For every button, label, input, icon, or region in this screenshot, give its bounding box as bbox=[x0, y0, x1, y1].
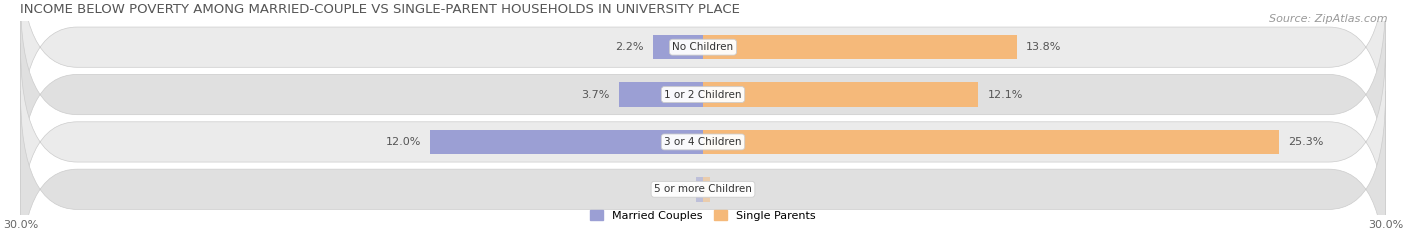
Text: 0.0%: 0.0% bbox=[664, 184, 692, 194]
FancyBboxPatch shape bbox=[21, 0, 1385, 193]
Text: INCOME BELOW POVERTY AMONG MARRIED-COUPLE VS SINGLE-PARENT HOUSEHOLDS IN UNIVERS: INCOME BELOW POVERTY AMONG MARRIED-COUPL… bbox=[21, 3, 741, 16]
Legend: Married Couples, Single Parents: Married Couples, Single Parents bbox=[586, 206, 820, 225]
Bar bbox=[430, 130, 703, 154]
Bar bbox=[703, 82, 979, 107]
Text: 3.7%: 3.7% bbox=[581, 89, 610, 99]
Text: 12.1%: 12.1% bbox=[987, 89, 1022, 99]
Text: No Children: No Children bbox=[672, 42, 734, 52]
Text: Source: ZipAtlas.com: Source: ZipAtlas.com bbox=[1270, 14, 1388, 24]
Text: 25.3%: 25.3% bbox=[1288, 137, 1323, 147]
Text: 1 or 2 Children: 1 or 2 Children bbox=[664, 89, 742, 99]
Text: 13.8%: 13.8% bbox=[1026, 42, 1062, 52]
FancyBboxPatch shape bbox=[21, 44, 1385, 233]
Text: 0.0%: 0.0% bbox=[714, 184, 742, 194]
FancyBboxPatch shape bbox=[21, 91, 1385, 233]
Text: 5 or more Children: 5 or more Children bbox=[654, 184, 752, 194]
FancyBboxPatch shape bbox=[21, 0, 1385, 145]
Bar bbox=[703, 177, 710, 202]
Bar bbox=[696, 177, 703, 202]
Text: 12.0%: 12.0% bbox=[385, 137, 420, 147]
Bar bbox=[703, 130, 1278, 154]
Bar bbox=[703, 35, 1017, 59]
Bar bbox=[652, 35, 703, 59]
Text: 3 or 4 Children: 3 or 4 Children bbox=[664, 137, 742, 147]
Text: 2.2%: 2.2% bbox=[616, 42, 644, 52]
Bar bbox=[619, 82, 703, 107]
